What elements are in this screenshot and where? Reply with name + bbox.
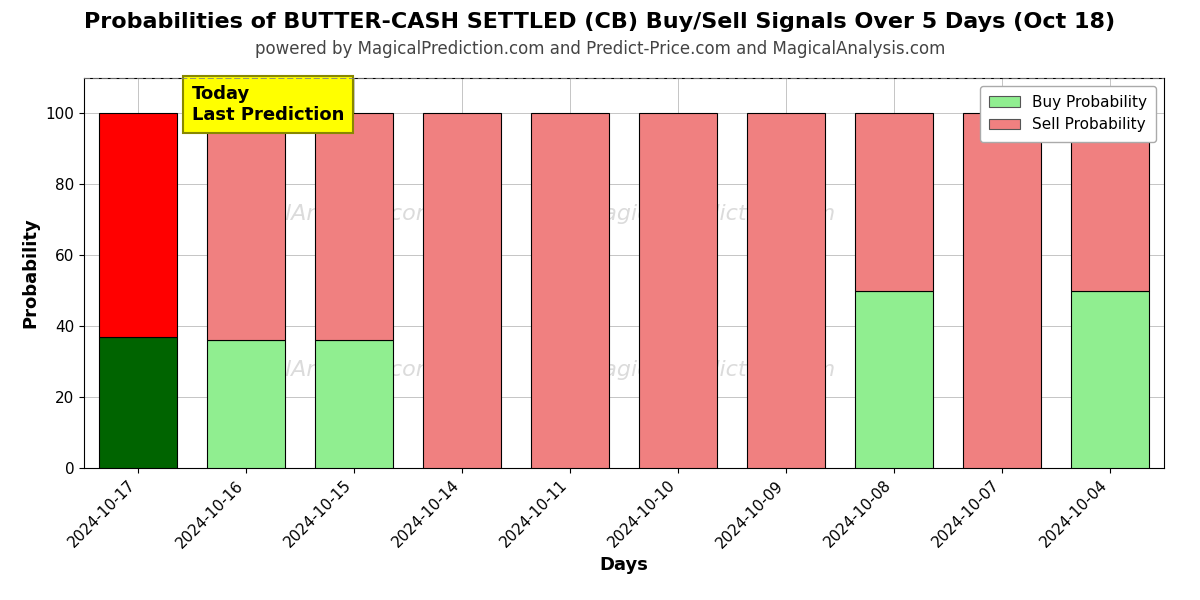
Bar (208, 340, 284, 468)
Bar (856, 113, 932, 291)
Bar (424, 113, 500, 468)
Bar (1072, 291, 1148, 468)
Text: Today
Last Prediction: Today Last Prediction (192, 85, 344, 124)
Y-axis label: Probability: Probability (22, 218, 40, 328)
Bar (100, 113, 176, 337)
Bar (532, 113, 608, 468)
Bar (316, 340, 392, 468)
Bar (748, 113, 824, 468)
Bar (208, 113, 284, 340)
Text: Probabilities of BUTTER-CASH SETTLED (CB) Buy/Sell Signals Over 5 Days (Oct 18): Probabilities of BUTTER-CASH SETTLED (CB… (84, 12, 1116, 32)
Text: MagicalAnalysis.com: MagicalAnalysis.com (206, 205, 437, 224)
Bar (640, 113, 716, 468)
Legend: Buy Probability, Sell Probability: Buy Probability, Sell Probability (980, 86, 1157, 142)
Bar (316, 113, 392, 340)
Bar (856, 291, 932, 468)
Text: MagicalPrediction.com: MagicalPrediction.com (584, 205, 836, 224)
Bar (1072, 113, 1148, 291)
Bar (100, 337, 176, 468)
Bar (964, 113, 1040, 468)
X-axis label: Days: Days (600, 556, 648, 574)
Text: MagicalPrediction.com: MagicalPrediction.com (584, 361, 836, 380)
Text: MagicalAnalysis.com: MagicalAnalysis.com (206, 361, 437, 380)
Text: powered by MagicalPrediction.com and Predict-Price.com and MagicalAnalysis.com: powered by MagicalPrediction.com and Pre… (254, 40, 946, 58)
